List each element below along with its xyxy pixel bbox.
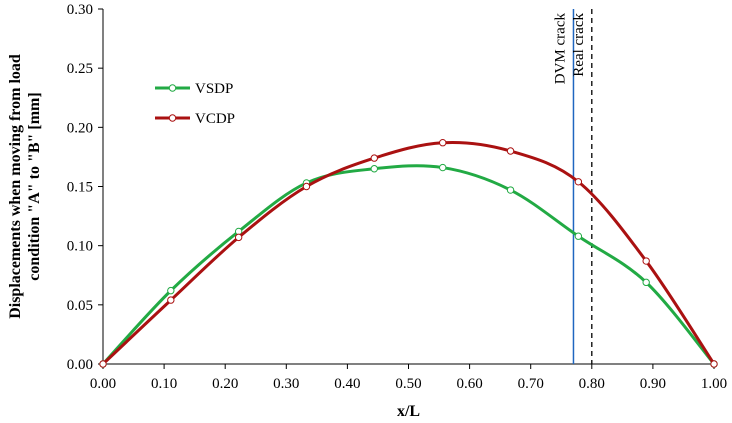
axes: 0.00 0.05 0.10 0.15 0.20 0.25 0.30 0.00 0.10 0.20… bbox=[67, 2, 727, 392]
data-point-vcdp bbox=[506, 147, 515, 155]
y-tick-label: 0.15 bbox=[67, 180, 93, 196]
y-tick-label: 0.00 bbox=[67, 357, 93, 373]
x-tick-label: 0.80 bbox=[579, 376, 605, 392]
series-line-vsdp bbox=[101, 164, 716, 366]
y-tick-label: 0.10 bbox=[67, 239, 93, 255]
x-tick-label: 1.00 bbox=[701, 376, 727, 392]
x-tick-label: 0.30 bbox=[273, 376, 299, 392]
data-point-vcdp bbox=[710, 360, 718, 368]
series-line-vcdp bbox=[101, 140, 716, 366]
x-axis-title: x/L bbox=[397, 403, 420, 420]
x-tick-label: 0.10 bbox=[151, 376, 177, 392]
data-point-vcdp bbox=[439, 139, 447, 147]
data-point-vsdp bbox=[574, 232, 583, 240]
data-point-vsdp bbox=[167, 286, 175, 295]
data-point-vcdp bbox=[642, 257, 650, 265]
x-tick-label: 0.60 bbox=[456, 376, 482, 392]
legend: VSDP VCDP bbox=[155, 81, 235, 127]
data-point-vcdp bbox=[370, 154, 378, 162]
y-tick-label: 0.05 bbox=[67, 298, 93, 314]
y-axis-title-line: Displacements when moving from load bbox=[7, 54, 24, 319]
x-tick-label: 0.70 bbox=[518, 376, 544, 392]
legend-marker-vcdp bbox=[168, 114, 177, 122]
axis-titles: x/L Displacements when moving from load co… bbox=[7, 54, 420, 420]
crack-label-0: DVM crack bbox=[552, 13, 568, 85]
y-tick-label: 0.20 bbox=[67, 120, 93, 136]
data-point-vcdp bbox=[234, 233, 243, 242]
data-point-vsdp bbox=[370, 165, 378, 173]
legend-label-vsdp: VSDP bbox=[195, 81, 233, 97]
x-tick-label: 0.90 bbox=[640, 376, 666, 392]
crack-label-1: Real crack bbox=[571, 13, 587, 77]
legend-label-vcdp: VCDP bbox=[195, 111, 235, 127]
data-point-vcdp bbox=[302, 182, 311, 191]
data-point-vsdp bbox=[506, 186, 515, 194]
crack-lines: DVM crack Real crack bbox=[552, 9, 593, 364]
data-point-vcdp bbox=[99, 360, 107, 368]
y-axis-title: Displacements when moving from load condi… bbox=[7, 54, 43, 319]
x-tick-label: 0.20 bbox=[212, 376, 238, 392]
data-point-vcdp bbox=[574, 178, 583, 186]
series-group bbox=[99, 139, 718, 368]
legend-marker-vsdp bbox=[168, 84, 177, 92]
x-tick-label: 0.50 bbox=[395, 376, 421, 392]
x-tick-label: 0.00 bbox=[90, 376, 116, 392]
y-axis-title-line: condition "A" to "B" [mm] bbox=[26, 92, 43, 280]
data-point-vsdp bbox=[439, 163, 447, 172]
data-point-vsdp bbox=[642, 278, 650, 287]
data-point-vcdp bbox=[167, 296, 175, 304]
y-tick-label: 0.30 bbox=[67, 2, 93, 18]
x-tick-label: 0.40 bbox=[334, 376, 360, 392]
y-tick-label: 0.25 bbox=[67, 61, 93, 77]
